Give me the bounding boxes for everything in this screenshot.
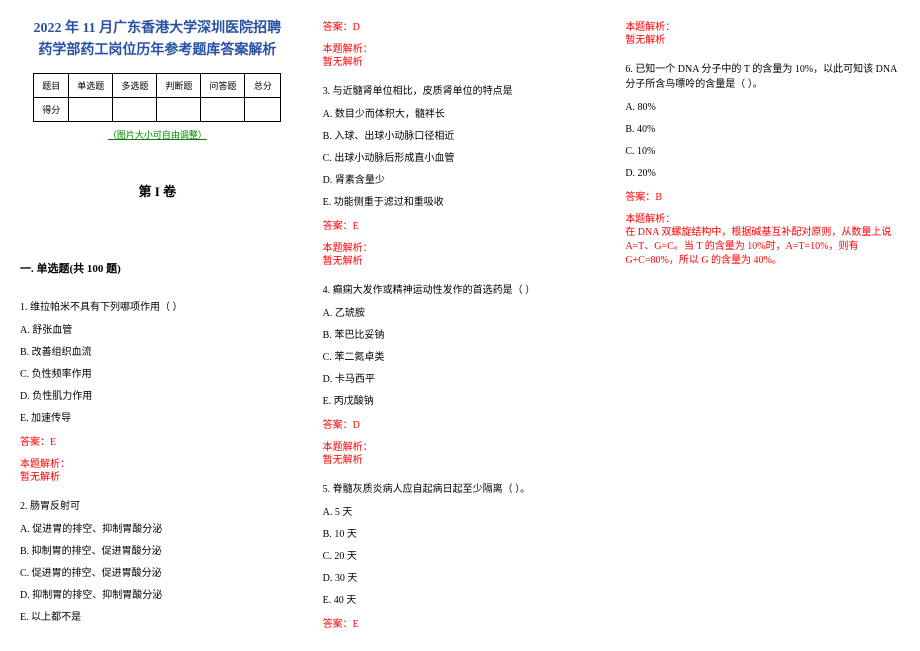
th-2: 多选题 [113,73,157,97]
q2-opt-a: A. 促进胃的排空、抑制胃酸分泌 [20,522,295,537]
q6-stem: 6. 已知一个 DNA 分子中的 T 的含量为 10%，以此可知该 DNA 分子… [625,62,900,92]
q2-opt-d: D. 抑制胃的排空、抑制胃酸分泌 [20,588,295,603]
th-0: 题目 [34,73,69,97]
q6-analysis: 在 DNA 双螺旋结构中，根据碱基互补配对原则，从数量上说 A=T、G=C。当 … [625,226,900,268]
q1-answer: 答案：E [20,433,295,448]
q5-answer: 答案：E [323,615,598,630]
q2-analysis: 暂无解析 [323,56,598,70]
resize-note: （图片大小可自由调整） [20,128,295,141]
table-row: 得分 [34,97,281,121]
q4-opt-b: B. 苯巴比妥钠 [323,328,598,343]
q4-analysis: 暂无解析 [323,454,598,468]
q5-opt-d: D. 30 天 [323,571,598,586]
q3-opt-c: C. 出球小动脉后形成直小血管 [323,151,598,166]
q4-analysis-label: 本题解析： [323,438,598,453]
q4-stem: 4. 癫痫大发作或精神运动性发作的首选药是（ ） [323,283,598,298]
q1-opt-e: E. 加速传导 [20,411,295,426]
q4-opt-e: E. 丙戊酸钠 [323,394,598,409]
th-4: 问答题 [201,73,245,97]
title-line1: 2022 年 11 月广东香港大学深圳医院招聘 [33,21,281,36]
cell-empty [69,97,113,121]
question-1: 1. 维拉帕米不具有下列哪项作用（ ） A. 舒张血管 B. 改善组织血流 C.… [20,300,295,485]
q5-opt-c: C. 20 天 [323,549,598,564]
q4-answer: 答案：D [323,416,598,431]
score-table: 题目 单选题 多选题 判断题 问答题 总分 得分 [33,73,281,122]
q5-stem: 5. 脊髓灰质炎病人应自起病日起至少隔离（ ）。 [323,482,598,497]
q2-stem: 2. 肠胃反射可 [20,499,295,514]
q3-opt-a: A. 数目少而体积大，髓袢长 [323,107,598,122]
volume-title: 第 I 卷 [20,181,295,200]
th-5: 总分 [245,73,281,97]
q6-opt-b: B. 40% [625,122,900,137]
q3-opt-b: B. 入球、出球小动脉口径相近 [323,129,598,144]
title-line2: 药学部药工岗位历年参考题库答案解析 [38,43,276,58]
row2-first: 得分 [34,97,69,121]
q5-analysis-label: 本题解析： [625,18,900,33]
q1-analysis: 暂无解析 [20,471,295,485]
q2-opt-c: C. 促进胃的排空、促进胃酸分泌 [20,566,295,581]
cell-empty [157,97,201,121]
question-3: 3. 与近髓肾单位相比，皮质肾单位的特点是 A. 数目少而体积大，髓袢长 B. … [323,84,598,269]
q3-analysis-label: 本题解析： [323,239,598,254]
q3-opt-e: E. 功能侧重于滤过和重吸收 [323,195,598,210]
q6-answer: 答案：B [625,188,900,203]
q2-analysis-label: 本题解析： [323,40,598,55]
q3-analysis: 暂无解析 [323,255,598,269]
th-1: 单选题 [69,73,113,97]
q3-answer: 答案：E [323,217,598,232]
table-row: 题目 单选题 多选题 判断题 问答题 总分 [34,73,281,97]
q6-opt-c: C. 10% [625,144,900,159]
q4-opt-a: A. 乙琥胺 [323,306,598,321]
q1-opt-c: C. 负性频率作用 [20,367,295,382]
q4-opt-d: D. 卡马西平 [323,372,598,387]
question-4: 4. 癫痫大发作或精神运动性发作的首选药是（ ） A. 乙琥胺 B. 苯巴比妥钠… [323,283,598,468]
section-title: 一. 单选题(共 100 题) [20,260,295,276]
q1-opt-d: D. 负性肌力作用 [20,389,295,404]
q2-answer: 答案：D [323,18,598,33]
doc-title: 2022 年 11 月广东香港大学深圳医院招聘 药学部药工岗位历年参考题库答案解… [20,18,295,63]
cell-empty [245,97,281,121]
cell-empty [113,97,157,121]
q4-opt-c: C. 苯二氮卓类 [323,350,598,365]
q5-analysis: 暂无解析 [625,34,900,48]
question-6: 6. 已知一个 DNA 分子中的 T 的含量为 10%，以此可知该 DNA 分子… [625,62,900,268]
q3-stem: 3. 与近髓肾单位相比，皮质肾单位的特点是 [323,84,598,99]
q5-opt-b: B. 10 天 [323,527,598,542]
th-3: 判断题 [157,73,201,97]
q6-opt-a: A. 80% [625,100,900,115]
q1-stem: 1. 维拉帕米不具有下列哪项作用（ ） [20,300,295,315]
q6-analysis-label: 本题解析： [625,210,900,225]
cell-empty [201,97,245,121]
q1-opt-b: B. 改善组织血流 [20,345,295,360]
q2-opt-b: B. 抑制胃的排空、促进胃酸分泌 [20,544,295,559]
q5-opt-e: E. 40 天 [323,593,598,608]
q5-opt-a: A. 5 天 [323,505,598,520]
q6-opt-d: D. 20% [625,166,900,181]
q2-opt-e: E. 以上都不是 [20,610,295,625]
q1-opt-a: A. 舒张血管 [20,323,295,338]
q3-opt-d: D. 肾素含量少 [323,173,598,188]
q1-analysis-label: 本题解析： [20,455,295,470]
